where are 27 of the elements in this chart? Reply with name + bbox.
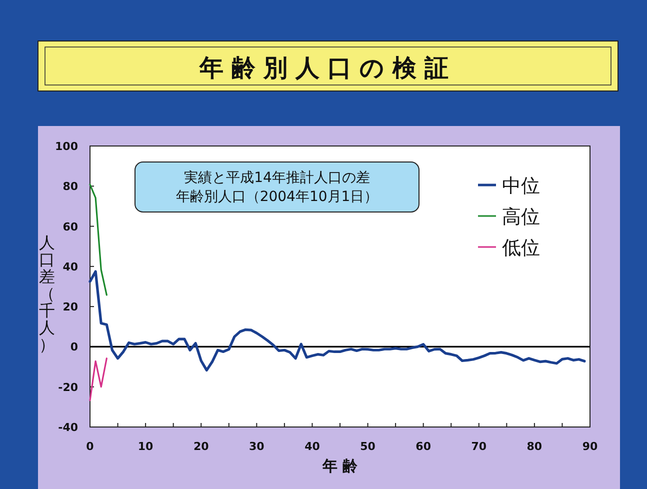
annotation: 実績と平成14年推計人口の差 bbox=[184, 170, 370, 186]
x-tick-label: 80 bbox=[526, 440, 542, 453]
y-tick-label: 0 bbox=[70, 340, 78, 354]
x-tick-label: 0 bbox=[86, 440, 94, 453]
x-tick-label: 20 bbox=[193, 440, 210, 453]
chart-title: 年齢別人口の検証 bbox=[198, 54, 456, 82]
y-tick-label: -40 bbox=[58, 421, 78, 434]
y-tick-label: 80 bbox=[62, 180, 78, 194]
annotation: 年齢別人口（2004年10月1日） bbox=[176, 189, 378, 205]
x-tick-label: 30 bbox=[249, 440, 265, 453]
legend-label: 低位 bbox=[502, 237, 540, 259]
y-tick-label: 20 bbox=[62, 300, 78, 314]
x-tick-label: 60 bbox=[416, 440, 432, 453]
annotation-box: 実績と平成14年推計人口の差 年齢別人口（2004年10月1日） bbox=[134, 162, 420, 212]
x-tick-label: 40 bbox=[304, 440, 320, 453]
x-tick-label: 70 bbox=[471, 440, 487, 453]
legend-label: 中位 bbox=[502, 175, 540, 197]
y-axis-title: 人口差（千人） bbox=[39, 233, 55, 354]
x-axis-title: 年 齢 bbox=[321, 457, 359, 475]
x-tick-label: 50 bbox=[360, 440, 376, 453]
x-tick-label: 10 bbox=[138, 440, 154, 453]
y-tick-label: 40 bbox=[62, 260, 78, 274]
y-tick-label: -20 bbox=[58, 380, 78, 394]
y-tick-label: 100 bbox=[55, 140, 78, 153]
legend-label: 高位 bbox=[502, 206, 540, 228]
x-tick-label: 90 bbox=[582, 440, 598, 453]
y-tick-label: 60 bbox=[62, 220, 78, 234]
